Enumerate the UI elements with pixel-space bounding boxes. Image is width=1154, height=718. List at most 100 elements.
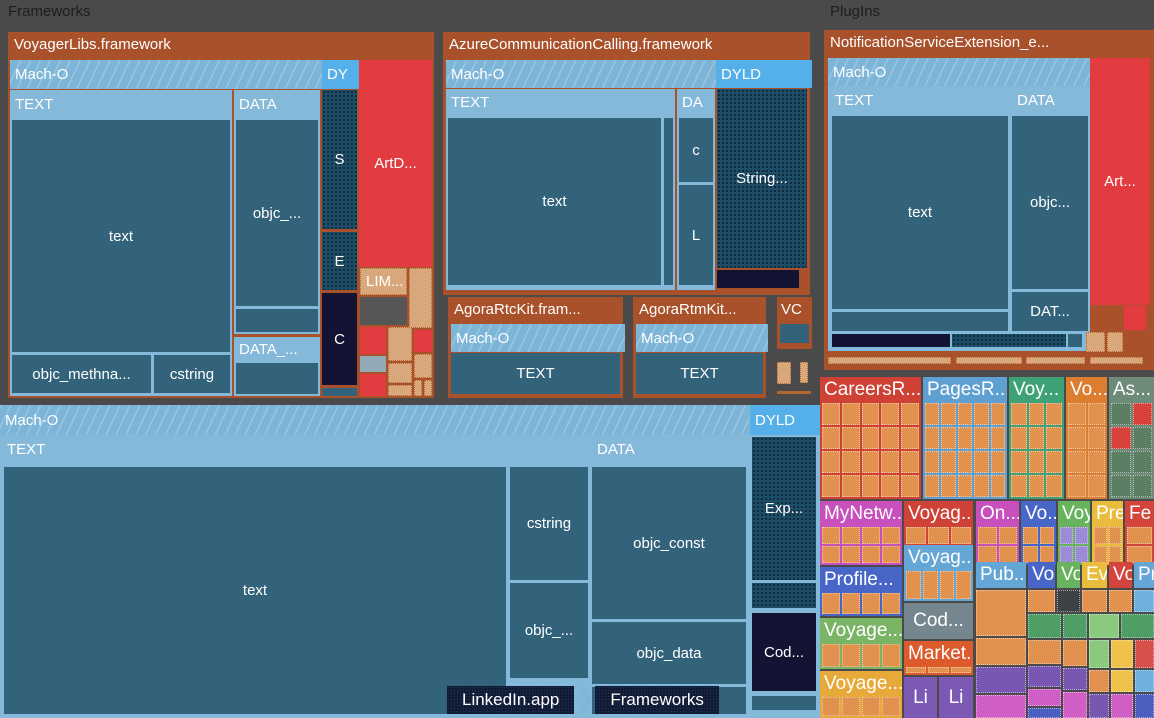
treemap-tile[interactable] [956,357,1022,364]
treemap-tile[interactable] [1068,451,1086,473]
treemap-tile[interactable] [1086,332,1105,352]
treemap-tile[interactable] [414,330,432,352]
treemap-tile[interactable] [957,427,973,449]
treemap-tile[interactable] [862,697,880,716]
treemap-tile[interactable] [976,638,1026,665]
treemap-tile[interactable] [881,403,900,425]
node-dyld-segment[interactable]: DYLD [716,60,812,88]
treemap-tile[interactable] [1063,640,1087,666]
treemap-node[interactable]: Fe [1125,501,1154,565]
treemap-tile[interactable] [1028,689,1061,706]
treemap-tile[interactable] [822,593,840,614]
treemap-tile[interactable] [1011,403,1027,425]
treemap-tile[interactable] [1028,475,1045,497]
node-unlabeled-section[interactable] [952,334,1066,347]
treemap-tile[interactable] [906,667,927,673]
node-macho[interactable]: Mach-O [0,405,755,435]
treemap-tile[interactable] [925,427,940,449]
treemap-tile[interactable] [925,475,940,497]
treemap-tile[interactable] [1063,614,1087,638]
treemap-tile[interactable] [1060,527,1073,544]
treemap-tile[interactable] [841,475,860,497]
node-exports-section[interactable]: Exp... [752,437,816,580]
treemap-tile[interactable] [950,527,971,544]
treemap-tile[interactable] [1068,475,1086,497]
treemap-tile[interactable] [409,268,432,328]
treemap-tile[interactable] [941,427,956,449]
node-objc-const[interactable]: objc_const [592,467,746,619]
node-text-section[interactable]: text [12,120,230,352]
treemap-tile[interactable] [941,403,956,425]
treemap-tile[interactable] [1111,451,1131,473]
node-text-segment[interactable]: TEXT text [446,89,675,290]
treemap-tile[interactable] [1087,403,1105,425]
treemap-tile[interactable] [1094,546,1107,563]
treemap-tile[interactable] [1011,451,1027,473]
treemap-tile[interactable] [925,451,940,473]
treemap-tile[interactable] [822,403,840,425]
breadcrumb-item-current[interactable]: Frameworks [595,686,719,714]
treemap-tile[interactable] [842,644,860,667]
treemap-tile[interactable] [1111,640,1133,668]
treemap-tile[interactable] [990,451,1005,473]
treemap-tile[interactable] [1087,475,1105,497]
treemap-tile[interactable] [1134,590,1154,612]
treemap-tile[interactable] [882,697,900,716]
treemap-tile[interactable] [1089,694,1109,718]
treemap-tile[interactable] [976,695,1026,718]
treemap-tile[interactable] [882,593,900,614]
treemap-tile[interactable] [1111,403,1131,425]
treemap-node[interactable]: On... [976,501,1019,565]
treemap-node[interactable]: Vo [1057,562,1080,588]
node-text-section[interactable]: text [4,467,506,714]
node-lim-file[interactable]: LIM... [360,268,407,295]
treemap-tile[interactable] [822,427,840,449]
node-data-segment[interactable]: DATA objc_... [234,90,320,334]
treemap-tile[interactable] [822,697,840,716]
node-main-binary[interactable]: Mach-O DYLD TEXT DATA text cstring objc_… [0,405,825,718]
treemap-tile[interactable] [1132,403,1152,425]
treemap-tile[interactable] [974,427,989,449]
treemap-tile[interactable] [1094,527,1107,544]
treemap-tile[interactable] [881,475,900,497]
treemap-tile[interactable] [1028,451,1045,473]
treemap-tile[interactable] [998,546,1017,563]
treemap-tile[interactable] [1132,427,1152,449]
treemap-tile[interactable] [360,297,407,325]
treemap-node[interactable]: Voy... [1009,377,1064,499]
treemap-tile[interactable] [1135,670,1154,692]
treemap-tile[interactable] [1132,451,1152,473]
treemap-tile[interactable] [882,644,900,667]
node-unlabeled-section[interactable] [752,696,816,710]
node-text-segment[interactable]: TEXT [636,353,763,394]
treemap-tile[interactable] [1111,694,1133,718]
treemap-tile[interactable] [882,546,900,563]
treemap-node[interactable]: Pub... [976,562,1026,588]
node-macho-container[interactable]: Mach-O TEXT DATA text objc... DAT... [828,58,1095,351]
treemap-node[interactable]: Pre [1092,501,1123,565]
treemap-tile[interactable] [990,427,1005,449]
treemap-tile[interactable] [957,451,973,473]
node-da-segment[interactable]: DA c L [677,89,715,290]
treemap-tile[interactable] [957,475,973,497]
treemap-tile[interactable] [1028,590,1055,612]
treemap-tile[interactable] [862,546,880,563]
node-macho[interactable]: Mach-O [451,324,625,352]
treemap-tile[interactable] [974,403,989,425]
node-objc-section[interactable]: objc_... [236,120,318,306]
treemap-tile[interactable] [950,667,971,673]
treemap-tile[interactable] [1063,668,1087,690]
treemap-tile[interactable] [1011,427,1027,449]
treemap-tile[interactable] [861,427,880,449]
treemap-node[interactable]: Vo... [1021,501,1056,565]
treemap-tile[interactable] [1075,546,1088,563]
node-macho[interactable]: Mach-O [10,60,327,89]
treemap-node[interactable]: CareersR... [820,377,921,499]
node-vc-framework[interactable]: VC [777,297,812,349]
node-nse-plugin[interactable]: NotificationServiceExtension_e... Mach-O… [824,30,1154,370]
node-objc-data[interactable]: objc_data [592,622,746,684]
treemap-tile[interactable] [841,427,860,449]
treemap-tile[interactable] [1028,666,1061,687]
treemap-tile[interactable] [842,546,860,563]
treemap-tile[interactable] [941,475,956,497]
